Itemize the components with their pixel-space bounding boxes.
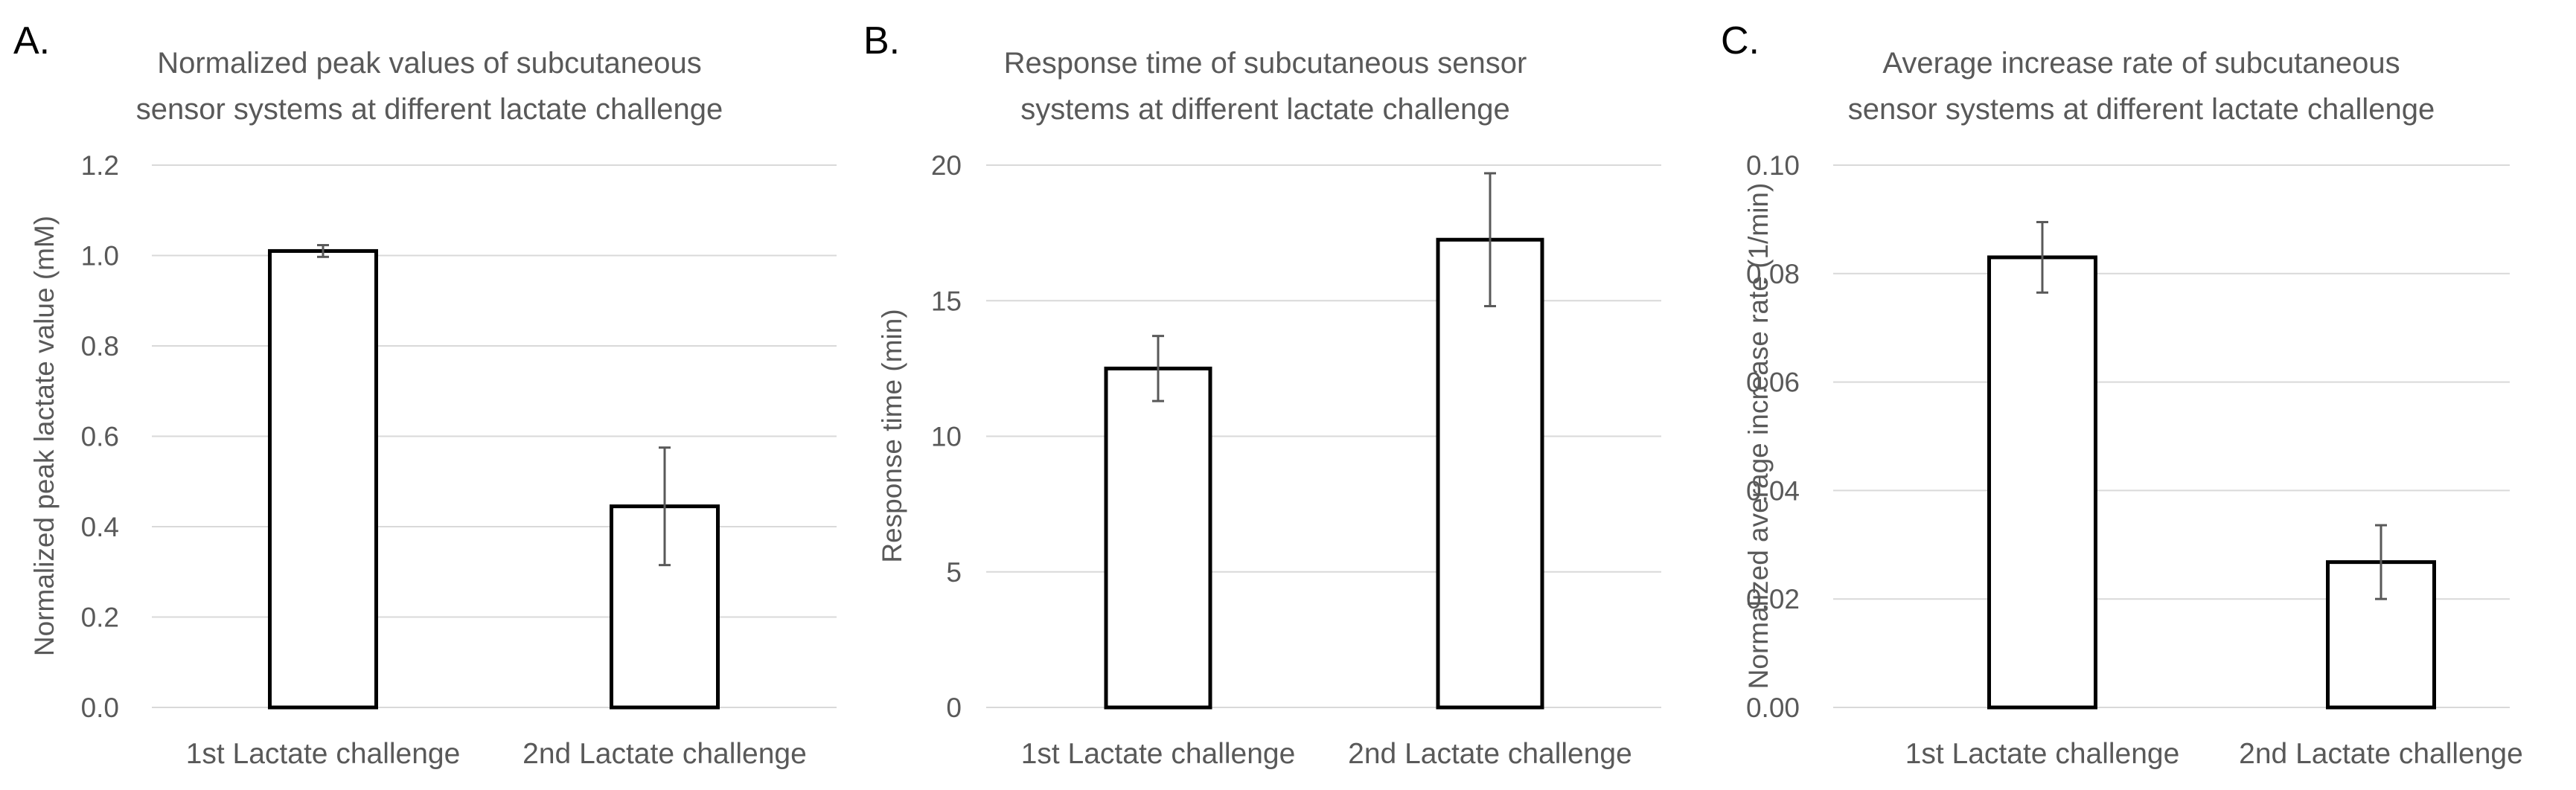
y-tick-label: 0.8	[81, 331, 119, 362]
y-tick-label: 0.4	[81, 512, 119, 542]
y-tick-label: 5	[946, 557, 962, 588]
y-axis-label: Normalized average increase rate (1/min)	[1743, 183, 1774, 690]
error-bar	[2375, 524, 2387, 600]
chart-title-line: sensor systems at different lactate chal…	[136, 93, 723, 126]
y-tick-label: 15	[931, 286, 962, 316]
panel-label: B.	[863, 19, 900, 62]
error-bar	[2036, 221, 2048, 294]
y-tick-label: 0.02	[1746, 584, 1800, 614]
y-tick-label: 0.6	[81, 422, 119, 452]
x-category-label: 1st Lactate challenge	[186, 738, 461, 770]
bar	[1104, 366, 1212, 710]
y-tick-label: 0.04	[1746, 475, 1800, 506]
error-bar	[1484, 172, 1496, 308]
x-category-label: 2nd Lactate challenge	[522, 738, 807, 770]
bar	[1436, 237, 1544, 710]
chart-title-line: sensor systems at different lactate chal…	[1848, 93, 2435, 126]
y-tick-label: 0.08	[1746, 259, 1800, 289]
panel-c: C. Average increase rate of subcutaneous s…	[1721, 19, 2523, 770]
error-bar	[317, 244, 329, 258]
panel-label: A.	[13, 19, 50, 62]
error-bar	[659, 446, 671, 567]
panel-a: A. Normalized peak values of subcutaneous…	[13, 19, 837, 770]
x-category-label: 1st Lactate challenge	[1905, 738, 2180, 770]
y-tick-label: 0.2	[81, 603, 119, 633]
y-axis-label: Normalized peak lactate value (mM)	[29, 216, 60, 656]
x-category-label: 2nd Lactate challenge	[2239, 738, 2523, 770]
panel-b: B. Response time of subcutaneous sensor sy…	[863, 19, 1661, 770]
error-bar	[1152, 335, 1164, 402]
chart-title-line: Normalized peak values of subcutaneous	[157, 47, 702, 80]
y-tick-label: 1.2	[81, 150, 119, 181]
y-tick-label: 10	[931, 422, 962, 452]
x-category-label: 2nd Lactate challenge	[1348, 738, 1632, 770]
y-tick-label: 0.06	[1746, 367, 1800, 398]
bar	[1987, 255, 2097, 710]
chart-title-line: systems at different lactate challenge	[1020, 93, 1509, 126]
y-tick-label: 1.0	[81, 241, 119, 272]
y-tick-label: 20	[931, 150, 962, 181]
panel-label: C.	[1721, 19, 1760, 62]
y-axis-label: Response time (min)	[877, 309, 907, 562]
chart-title-line: Average increase rate of subcutaneous	[1882, 47, 2400, 80]
bar	[268, 248, 378, 710]
x-category-label: 1st Lactate challenge	[1021, 738, 1296, 770]
y-tick-label: 0	[946, 693, 962, 723]
y-tick-label: 0.10	[1746, 150, 1800, 181]
y-tick-label: 0.0	[81, 693, 119, 723]
chart-title-line: Response time of subcutaneous sensor	[1004, 47, 1527, 80]
y-tick-label: 0.00	[1746, 693, 1800, 723]
